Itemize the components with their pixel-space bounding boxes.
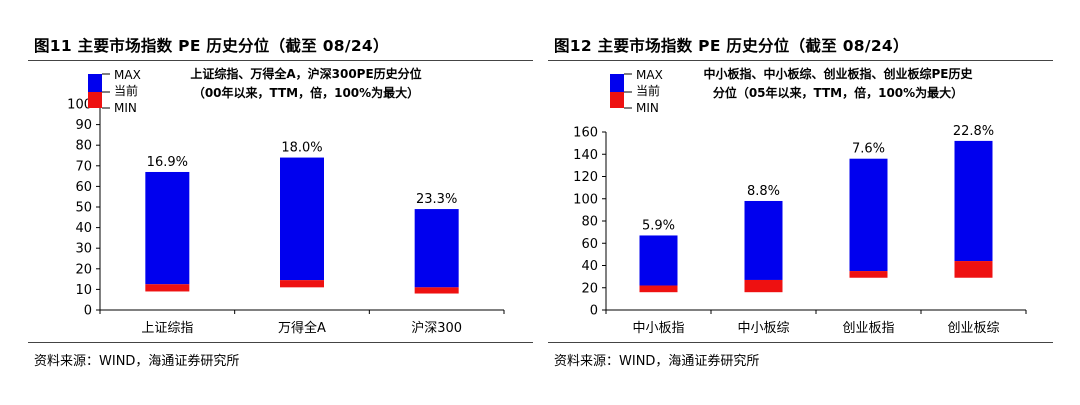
y-tick-label: 100 <box>67 98 92 113</box>
bar-current-segment <box>280 280 324 288</box>
bar-max-segment <box>849 158 888 272</box>
bar-current-segment <box>849 271 888 278</box>
bar-max-segment <box>744 200 783 280</box>
figure-12-bottom-rule <box>548 342 1053 343</box>
bar-max-segment <box>954 140 993 262</box>
y-tick-label: 100 <box>573 192 598 207</box>
percentile-data-label: 22.8% <box>953 124 994 139</box>
bar-max-segment <box>145 171 190 285</box>
legend-min-label: MIN <box>636 101 659 115</box>
legend-min-swatch <box>610 92 624 108</box>
y-tick-label: 20 <box>75 262 92 277</box>
y-tick-label: 0 <box>590 304 598 319</box>
x-tick-label: 中小板综 <box>737 321 789 336</box>
y-tick-label: 50 <box>75 201 92 216</box>
y-tick-label: 70 <box>75 159 92 174</box>
chart-title-line: 中小板指、中小板综、创业板指、创业板综PE历史 <box>704 66 974 81</box>
bar-current-segment <box>639 285 678 293</box>
figure-11-panel: 图11 主要市场指数 PE 历史分位（截至 08/24） 0 10 20 30 40 50… <box>28 24 533 384</box>
y-tick-label: 60 <box>75 180 92 195</box>
figure-11-source: 资料来源：WIND，海通证券研究所 <box>34 354 240 369</box>
percentile-data-label: 5.9% <box>642 218 675 233</box>
x-tick-label: 中小板指 <box>632 321 684 336</box>
y-tick-label: 120 <box>573 170 598 185</box>
legend-max-label: MAX <box>636 68 663 82</box>
legend-max-swatch <box>610 74 624 92</box>
percentile-data-label: 18.0% <box>281 141 322 156</box>
chart-title-line: 分位（05年以来，TTM，倍，100%为最大） <box>713 85 963 100</box>
bar-max-segment <box>414 209 459 288</box>
figure-12-panel: 图12 主要市场指数 PE 历史分位（截至 08/24） 0 20 40 60 80 10… <box>548 24 1053 384</box>
bar-current-segment <box>744 279 783 293</box>
figure-12-title: 图12 主要市场指数 PE 历史分位（截至 08/24） <box>554 37 909 55</box>
legend-min-label: MIN <box>114 101 137 115</box>
legend-current-label: 当前 <box>114 83 138 98</box>
percentile-data-label: 7.6% <box>852 142 885 157</box>
x-tick-label: 沪深300 <box>411 320 462 336</box>
x-tick-label: 上证综指 <box>141 321 193 336</box>
y-tick-label: 80 <box>75 139 92 154</box>
figure-11-top-rule <box>28 60 533 61</box>
chart-title-line: 上证综指、万得全A，沪深300PE历史分位 <box>190 66 421 81</box>
y-tick-label: 160 <box>573 126 598 141</box>
y-tick-label: 60 <box>581 237 598 252</box>
figure-11-bottom-rule <box>28 342 533 343</box>
bar-max-segment <box>280 157 324 281</box>
y-tick-label: 40 <box>581 259 598 274</box>
bar-current-segment <box>414 287 459 294</box>
y-tick-label: 10 <box>75 283 92 298</box>
y-tick-label: 140 <box>573 148 598 163</box>
percentile-data-label: 16.9% <box>147 155 188 170</box>
chart-title-line: （00年以来，TTM，倍，100%为最大） <box>193 85 419 100</box>
percentile-data-label: 8.8% <box>747 184 780 199</box>
y-tick-label: 30 <box>75 242 92 257</box>
y-tick-label: 0 <box>84 304 92 319</box>
x-tick-label: 创业板指 <box>842 321 894 336</box>
figure-11-chart: 0 10 20 30 40 50 60 70 80 90 100 上证综指 万得全A 沪深300 16.9%… <box>67 66 505 336</box>
legend-max-swatch <box>88 74 102 92</box>
legend-min-swatch <box>88 92 102 108</box>
figure-11-title: 图11 主要市场指数 PE 历史分位（截至 08/24） <box>34 37 389 55</box>
y-tick-label: 90 <box>75 118 92 133</box>
bar-max-segment <box>639 235 678 286</box>
y-tick-label: 20 <box>581 281 598 296</box>
bar-current-segment <box>145 284 190 292</box>
x-tick-label: 万得全A <box>278 320 326 336</box>
legend-current-label: 当前 <box>636 83 660 98</box>
legend-max-label: MAX <box>114 68 141 82</box>
figure-12-source: 资料来源：WIND，海通证券研究所 <box>554 354 760 369</box>
bar-current-segment <box>954 261 993 278</box>
figure-12-chart: 0 20 40 60 80 100 120 140 160 中小板指 中小板综 创业板指 创业板综 5.9… <box>573 66 1027 336</box>
figure-12-top-rule <box>548 60 1053 61</box>
y-tick-label: 40 <box>75 221 92 236</box>
y-tick-label: 80 <box>581 215 598 230</box>
percentile-data-label: 23.3% <box>416 192 457 207</box>
x-tick-label: 创业板综 <box>947 321 999 336</box>
